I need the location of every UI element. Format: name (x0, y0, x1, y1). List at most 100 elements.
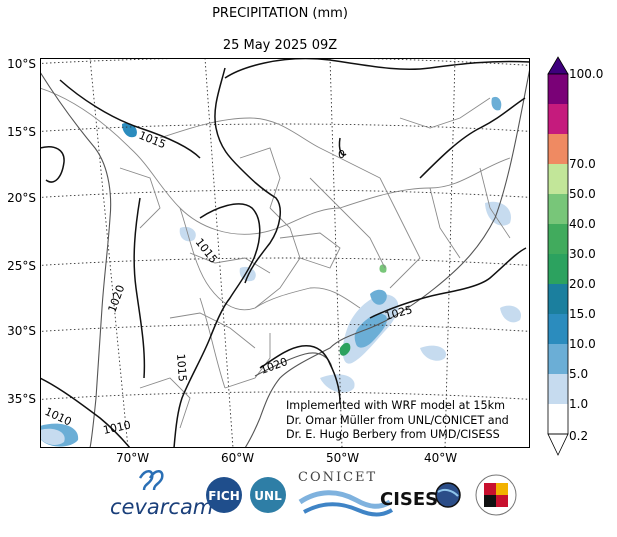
map-canvas: 1015 1015 1020 1015 1020 1025 1010 1010 … (40, 58, 530, 448)
precip-area-atlantic (420, 345, 446, 361)
lon-label-40w: 40°W (424, 451, 458, 465)
unl-logo: UNL (250, 477, 286, 513)
precip-cell-green (339, 342, 351, 356)
cevarcam-wave-icon (148, 470, 164, 491)
border-line (224, 333, 271, 389)
precip-area-uruguay-core (354, 313, 387, 348)
colorbar (547, 56, 569, 456)
precip-cell-peru (122, 122, 137, 138)
borders (40, 87, 511, 429)
colorbar-label: 20.0 (569, 277, 596, 291)
border-line (189, 252, 271, 274)
credit-line: Implemented with WRF model at 15km (286, 399, 506, 412)
unl-badge (250, 477, 286, 513)
cisess-globe-icon (437, 488, 459, 497)
conicet-wave-icon (303, 502, 394, 517)
fich-wordmark: FICH (208, 489, 240, 503)
credit-line: Dr. E. Hugo Berbery from UMD/CISESS (286, 428, 500, 441)
border-line (309, 177, 386, 269)
precip-cell-northeast (491, 96, 502, 111)
conicet-wave-icon (298, 490, 392, 509)
border-line (399, 97, 491, 129)
logo-strip: cevarcam FICH UNL CONICET CISESS (110, 470, 517, 519)
umd-flag-quarter (496, 483, 508, 495)
border-line (119, 167, 161, 229)
precip-cell-small (379, 264, 387, 273)
border-line (139, 377, 191, 429)
colorbar-segment (548, 344, 568, 374)
border-line (239, 147, 281, 209)
colorbar-segment (548, 74, 568, 104)
lat-label-20s: 20°S (7, 191, 36, 205)
umd-flag-quarter (484, 483, 496, 495)
border-line (179, 207, 256, 311)
border-line (279, 232, 341, 269)
precip-area-south-brazil (370, 289, 387, 305)
conicet-logo: CONICET (298, 470, 394, 517)
isobar-1020-west (133, 197, 146, 379)
cevarcam-wave-icon (138, 470, 154, 491)
lat-label-35s: 35°S (7, 392, 36, 406)
colorbar-label: 100.0 (569, 67, 604, 81)
fich-logo: FICH (206, 477, 242, 513)
border-line (429, 187, 461, 259)
border-line (199, 297, 226, 389)
credit-line: Dr. Omar Müller from UNL/CONICET and (286, 413, 509, 427)
colorbar-outline (547, 73, 569, 435)
fich-badge (206, 477, 242, 513)
meridian-50w (329, 58, 343, 448)
meridian-70w (89, 58, 129, 448)
isobars (40, 58, 530, 448)
map-frame (40, 58, 530, 448)
colorbar-segment (548, 314, 568, 344)
isobar-northern (224, 58, 530, 79)
isobar-1025 (369, 247, 527, 319)
isobar-1020-plata (259, 345, 341, 404)
lat-label-10s: 10°S (7, 57, 36, 71)
isobar-coastal (40, 146, 65, 183)
atlantic-coast (244, 67, 530, 448)
pacific-coast (40, 71, 112, 448)
parallel-20s (40, 189, 530, 198)
isobar-label: 1010 (102, 418, 132, 437)
map-background (40, 58, 530, 448)
colorbar-segment (548, 134, 568, 164)
umd-flag-quarter (496, 495, 508, 507)
isobar-1010 (40, 377, 131, 448)
conicet-wordmark: CONICET (298, 470, 377, 485)
border-line (169, 312, 256, 349)
umd-seal (475, 474, 517, 516)
umd-flag-quarter (484, 495, 496, 507)
cisess-logo: CISESS (380, 482, 461, 510)
colorbar-segment (548, 194, 568, 224)
cevarcam-logo: cevarcam (110, 470, 213, 519)
colorbar-extend-min (547, 433, 569, 456)
parallel-35s (40, 391, 530, 400)
colorbar-label: 70.0 (569, 157, 596, 171)
colorbar-segment (548, 374, 568, 404)
lat-label-25s: 25°S (7, 259, 36, 273)
meridian-40w (444, 58, 456, 448)
lon-label-70w: 70°W (116, 451, 150, 465)
colorbar-extend-max (547, 56, 569, 75)
colorbar-label: 10.0 (569, 337, 596, 351)
map-title: PRECIPITATION (mm) (212, 6, 348, 21)
map-panel: 1015 1015 1020 1015 1020 1025 1010 1010 … (40, 58, 530, 448)
parallel-25s (40, 257, 530, 266)
colorbar-label: 30.0 (569, 247, 596, 261)
colorbar-label: 1.0 (569, 397, 589, 411)
isobar-1015-central (214, 67, 282, 284)
cisess-wordmark: CISESS (380, 489, 450, 510)
isobar-label: 0 (338, 148, 345, 161)
lon-label-50w: 50°W (326, 451, 360, 465)
lat-label-30s: 30°S (7, 324, 36, 338)
colorbar-segment (548, 224, 568, 254)
isobar-label: 1015 (174, 353, 189, 382)
colorbar-segment (548, 104, 568, 134)
border-line (379, 177, 421, 289)
map-subtitle: 25 May 2025 09Z (222, 38, 338, 53)
parallel-30s (40, 323, 530, 332)
colorbar-label: 0.2 (569, 429, 589, 443)
colorbar-segment (548, 284, 568, 314)
unl-wordmark: UNL (254, 489, 282, 503)
